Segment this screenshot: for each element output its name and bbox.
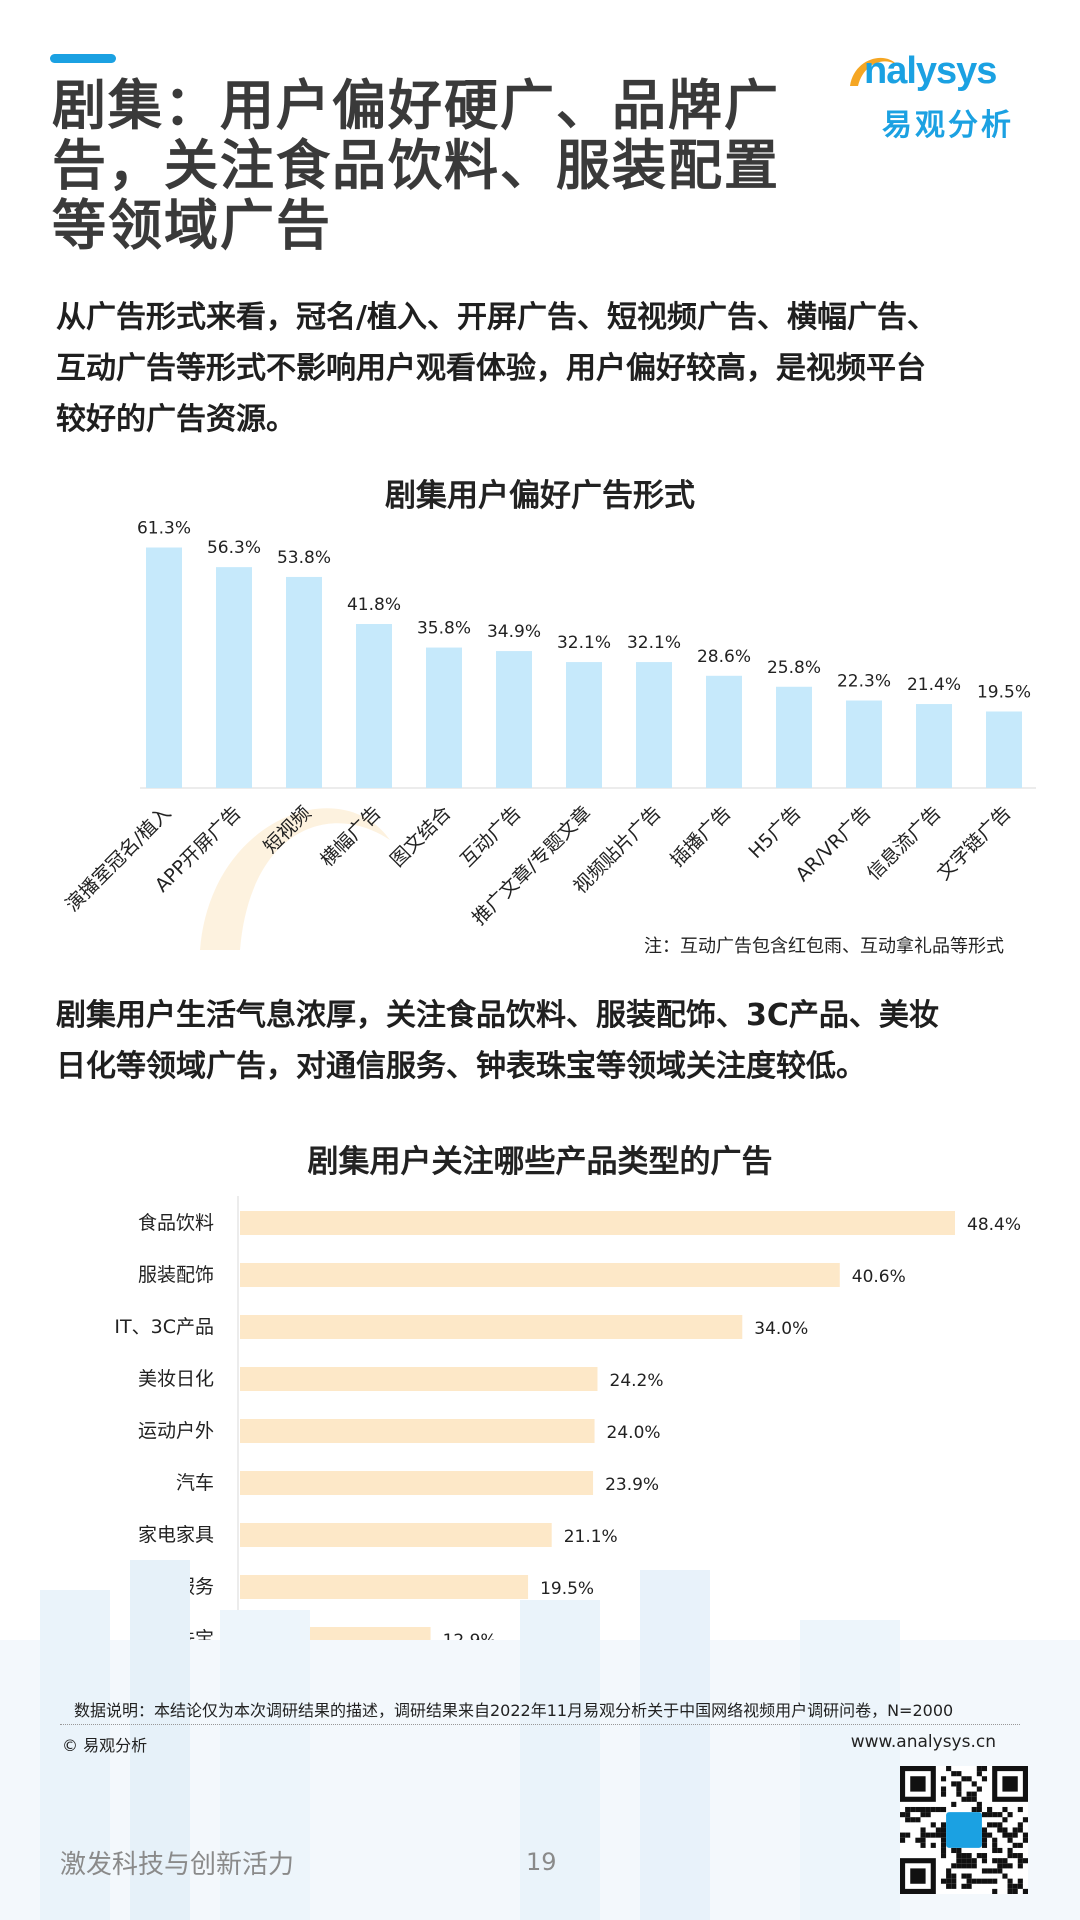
- logo-wordmark: nalysys: [864, 50, 997, 92]
- category-tick-label: 文字链广告: [933, 802, 1016, 885]
- category-tick-label: IT、3C产品: [114, 1316, 214, 1338]
- bar: [240, 1263, 840, 1287]
- page-title: 剧集：用户偏好硬广、品牌广 告，关注食品饮料、服装配置 等领域广告: [52, 76, 832, 256]
- category-tick-label: 家电家具: [138, 1524, 214, 1546]
- bar: [846, 700, 882, 788]
- category-tick-label: AR/VR广告: [792, 802, 876, 886]
- ad-form-bar-chart: 61.3%演播室冠名/植入56.3%APP开屏广告53.8%短视频41.8%横幅…: [61, 520, 1036, 930]
- bar: [240, 1575, 529, 1599]
- page-title-line: 等领域广告: [52, 194, 332, 257]
- bar: [240, 1523, 552, 1547]
- category-tick-label: 互动广告: [456, 802, 525, 871]
- data-label: 32.1%: [627, 633, 681, 653]
- bar: [776, 686, 812, 788]
- data-label: 19.5%: [977, 683, 1031, 703]
- bar: [496, 651, 532, 788]
- data-label: 19.5%: [540, 1579, 594, 1599]
- bar: [240, 1211, 955, 1235]
- data-label: 21.1%: [564, 1527, 618, 1547]
- bar: [240, 1315, 743, 1339]
- bar: [240, 1367, 598, 1391]
- intro-paragraph: 从广告形式来看，冠名/植入、开屏广告、短视频广告、横幅广告、 互动广告等形式不影…: [56, 292, 1026, 445]
- intro-line: 互动广告等形式不影响用户观看体验，用户偏好较高，是视频平台: [56, 351, 926, 386]
- data-label: 40.6%: [852, 1267, 906, 1287]
- logo-swoosh-icon: [850, 57, 898, 86]
- data-label: 21.4%: [907, 675, 961, 695]
- data-label: 53.8%: [277, 548, 331, 568]
- page-title-line: 告，关注食品饮料、服装配置: [52, 134, 780, 197]
- footer-divider: [60, 1724, 1020, 1725]
- category-tick-label: 插播广告: [666, 802, 735, 871]
- intro-line: 较好的广告资源。: [56, 402, 296, 437]
- summary-line: 日化等领域广告，对通信服务、钟表珠宝等领域关注度较低。: [56, 1049, 866, 1084]
- summary-paragraph: 剧集用户生活气息浓厚，关注食品饮料、服装配饰、3C产品、美妆 日化等领域广告，对…: [56, 990, 1026, 1092]
- bar: [916, 704, 952, 788]
- data-label: 28.6%: [697, 647, 751, 667]
- qr-code: [900, 1766, 1028, 1894]
- category-tick-label: H5广告: [744, 802, 805, 863]
- bar: [240, 1419, 595, 1443]
- page-number: 19: [526, 1848, 557, 1876]
- data-label: 61.3%: [137, 520, 191, 539]
- category-tick-label: 服装配饰: [138, 1264, 214, 1286]
- data-label: 34.0%: [754, 1319, 808, 1339]
- data-label: 35.8%: [417, 619, 471, 639]
- product-type-chart-title: 剧集用户关注哪些产品类型的广告: [307, 1144, 773, 1180]
- category-tick-label: 食品饮料: [138, 1212, 214, 1234]
- copyright: © 易观分析: [62, 1736, 148, 1755]
- category-tick-label: 短视频: [260, 802, 316, 858]
- category-tick-label: 信息流广告: [863, 802, 946, 885]
- bar: [240, 1471, 594, 1495]
- title-accent-bar: [50, 54, 116, 63]
- category-tick-label: 运动户外: [138, 1420, 214, 1442]
- chart-note: 注：互动广告包含红包雨、互动拿礼品等形式: [644, 936, 1004, 957]
- data-footnote: 数据说明：本结论仅为本次调研结果的描述，调研结果来自2022年11月易观分析关于…: [74, 1701, 954, 1720]
- data-label: 25.8%: [767, 658, 821, 678]
- category-tick-label: 汽车: [176, 1472, 214, 1494]
- website-link[interactable]: www.analysys.cn: [850, 1732, 996, 1752]
- qr-center-badge: [946, 1812, 982, 1848]
- slogan: 激发科技与创新活力: [60, 1850, 295, 1880]
- analysys-logo: nalysys 易观分析: [846, 46, 1036, 146]
- category-tick-label: 横幅广告: [316, 802, 385, 871]
- summary-line: 剧集用户生活气息浓厚，关注食品饮料、服装配饰、3C产品、美妆: [56, 998, 939, 1033]
- data-label: 41.8%: [347, 595, 401, 615]
- bar: [566, 662, 602, 788]
- bar: [356, 624, 392, 788]
- data-label: 24.0%: [607, 1423, 661, 1443]
- category-tick-label: 美妆日化: [138, 1368, 214, 1390]
- data-label: 56.3%: [207, 538, 261, 558]
- category-tick-label: 图文结合: [386, 802, 455, 871]
- bar: [426, 647, 462, 788]
- bar: [216, 567, 252, 788]
- data-label: 34.9%: [487, 622, 541, 642]
- bar: [286, 576, 322, 788]
- ad-form-chart-title: 剧集用户偏好广告形式: [385, 478, 695, 514]
- bar: [706, 675, 742, 788]
- category-tick-label: 推广文章/专题文章: [468, 802, 596, 930]
- page-title-line: 剧集：用户偏好硬广、品牌广: [52, 74, 780, 137]
- category-tick-label: 演播室冠名/植入: [61, 802, 175, 916]
- data-label: 22.3%: [837, 672, 891, 692]
- bar: [146, 547, 182, 788]
- data-label: 48.4%: [967, 1215, 1021, 1235]
- bar: [636, 662, 672, 788]
- data-label: 32.1%: [557, 633, 611, 653]
- watermark-swoosh-icon: [200, 808, 390, 950]
- logo-chinese-name: 易观分析: [882, 108, 1014, 143]
- data-label: 24.2%: [610, 1371, 664, 1391]
- bar: [986, 711, 1022, 788]
- watermark: [190, 760, 390, 964]
- intro-line: 从广告形式来看，冠名/植入、开屏广告、短视频广告、横幅广告、: [56, 300, 937, 335]
- data-label: 23.9%: [605, 1475, 659, 1495]
